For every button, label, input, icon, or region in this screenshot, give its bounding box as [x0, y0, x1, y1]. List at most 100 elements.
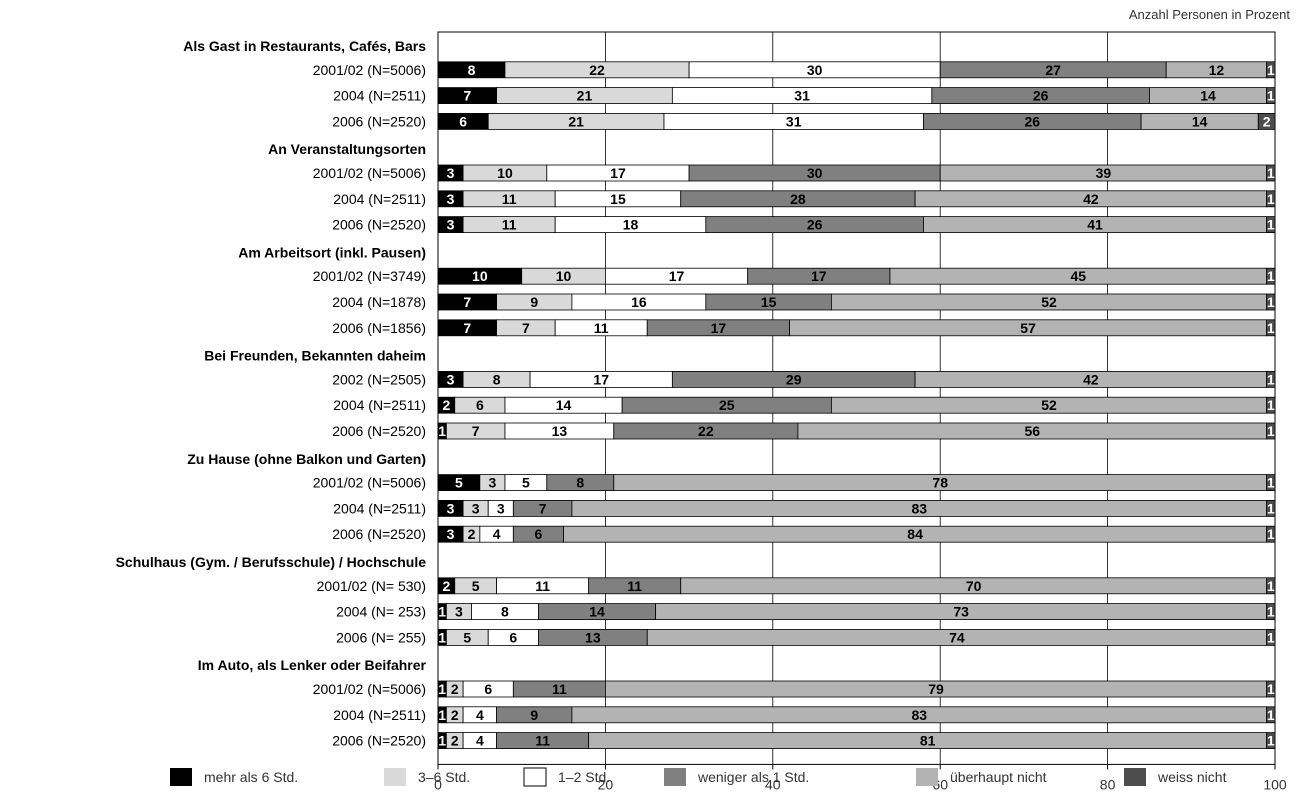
- legend-swatch: [523, 767, 547, 787]
- x-tick-label: 100: [1263, 776, 1287, 792]
- data-label: 7: [463, 320, 471, 336]
- data-label: 1: [1267, 500, 1275, 516]
- data-label: 30: [807, 62, 823, 78]
- data-label: 1: [438, 629, 446, 645]
- row-label: 2006 (N=2520): [332, 526, 426, 542]
- data-label: 73: [953, 604, 969, 620]
- data-label: 83: [911, 707, 927, 723]
- data-label: 1: [1267, 371, 1275, 387]
- data-label: 42: [1083, 371, 1099, 387]
- row-label: 2006 (N=1856): [332, 320, 426, 336]
- data-label: 27: [1045, 62, 1061, 78]
- data-label: 1: [438, 733, 446, 749]
- data-label: 1: [1267, 294, 1275, 310]
- data-label: 74: [949, 629, 965, 645]
- data-label: 1: [438, 707, 446, 723]
- data-label: 1: [1267, 707, 1275, 723]
- legend-entry: 1–2 Std.: [558, 769, 610, 785]
- data-label: 2: [451, 733, 459, 749]
- data-label: 3: [489, 475, 497, 491]
- data-label: 13: [585, 629, 601, 645]
- row-label: 2006 (N=2520): [332, 423, 426, 439]
- data-label: 3: [455, 604, 463, 620]
- bar-segment: [1266, 525, 1276, 543]
- data-label: 17: [610, 165, 626, 181]
- legend-entry: 3–6 Std.: [418, 769, 470, 785]
- row-label: 2004 (N=2511): [333, 500, 426, 516]
- data-label: 22: [589, 62, 605, 78]
- bar-segment: [1266, 267, 1276, 285]
- data-label: 7: [522, 320, 530, 336]
- data-label: 8: [468, 62, 476, 78]
- data-label: 3: [447, 217, 455, 233]
- row-label: 2006 (N=2520): [332, 113, 426, 129]
- data-label: 2: [451, 707, 459, 723]
- data-label: 5: [463, 629, 471, 645]
- data-label: 21: [568, 113, 584, 129]
- data-label: 14: [556, 397, 572, 413]
- data-label: 8: [501, 604, 509, 620]
- data-label: 3: [447, 191, 455, 207]
- data-label: 1: [1267, 62, 1275, 78]
- x-tick-label: 80: [1100, 776, 1116, 792]
- data-label: 15: [761, 294, 777, 310]
- data-label: 41: [1087, 217, 1103, 233]
- data-label: 1: [1267, 88, 1275, 104]
- bar-segment: [1266, 474, 1276, 492]
- row-label: 2001/02 (N=3749): [313, 268, 426, 284]
- data-label: 52: [1041, 294, 1057, 310]
- data-label: 70: [966, 578, 982, 594]
- data-label: 26: [807, 217, 823, 233]
- bars: 8 22 30 27 12 17 21 31 26 14 16 21 31 26 14 23 10 17 30 39 1…: [437, 61, 1276, 749]
- data-label: 3: [472, 500, 480, 516]
- bar-segment: [1266, 396, 1276, 414]
- data-label: 6: [484, 681, 492, 697]
- data-label: 1: [1267, 733, 1275, 749]
- data-label: 11: [502, 217, 517, 233]
- data-label: 1: [1267, 423, 1275, 439]
- data-label: 1: [1267, 475, 1275, 491]
- data-label: 1: [1267, 268, 1275, 284]
- x-tick-label: 20: [598, 776, 614, 792]
- data-label: 3: [447, 165, 455, 181]
- bar-segment: [1266, 216, 1276, 234]
- data-label: 6: [509, 629, 517, 645]
- data-label: 18: [623, 217, 639, 233]
- data-label: 42: [1083, 191, 1099, 207]
- x-axis: 0 20 40 60 80 100: [434, 764, 1287, 792]
- data-label: 26: [1033, 88, 1049, 104]
- data-label: 10: [472, 268, 488, 284]
- data-label: 3: [497, 500, 505, 516]
- row-label: 2004 (N= 253): [336, 604, 426, 620]
- data-label: 79: [928, 681, 944, 697]
- row-label: 2001/02 (N= 530): [317, 578, 426, 594]
- data-label: 3: [447, 371, 455, 387]
- data-label: 4: [476, 707, 484, 723]
- data-label: 11: [594, 320, 609, 336]
- data-label: 3: [447, 526, 455, 542]
- bar-segment: [1266, 422, 1276, 440]
- data-label: 84: [907, 526, 923, 542]
- data-label: 11: [502, 191, 517, 207]
- group-label: Als Gast in Restaurants, Cafés, Bars: [183, 38, 426, 54]
- data-label: 26: [1024, 113, 1040, 129]
- row-label: 2001/02 (N=5006): [313, 62, 426, 78]
- group-label: An Veranstaltungsorten: [268, 141, 426, 157]
- bar-segment: [1266, 61, 1276, 79]
- data-label: 10: [497, 165, 513, 181]
- data-label: 14: [1200, 88, 1216, 104]
- data-label: 7: [472, 423, 480, 439]
- data-label: 2: [1263, 113, 1271, 129]
- data-label: 2: [442, 578, 450, 594]
- data-label: 13: [552, 423, 568, 439]
- row-label: 2004 (N=2511): [333, 397, 426, 413]
- row-labels: Als Gast in Restaurants, Cafés, Bars 2001…: [116, 38, 427, 749]
- row-label: 2004 (N=2511): [333, 88, 426, 104]
- data-label: 2: [451, 681, 459, 697]
- data-label: 4: [493, 526, 501, 542]
- data-label: 11: [552, 681, 567, 697]
- row-label: 2001/02 (N=5006): [313, 681, 426, 697]
- bar-segment: [1266, 164, 1276, 182]
- unit-note: Anzahl Personen in Prozent: [1129, 7, 1291, 22]
- data-label: 14: [1192, 113, 1208, 129]
